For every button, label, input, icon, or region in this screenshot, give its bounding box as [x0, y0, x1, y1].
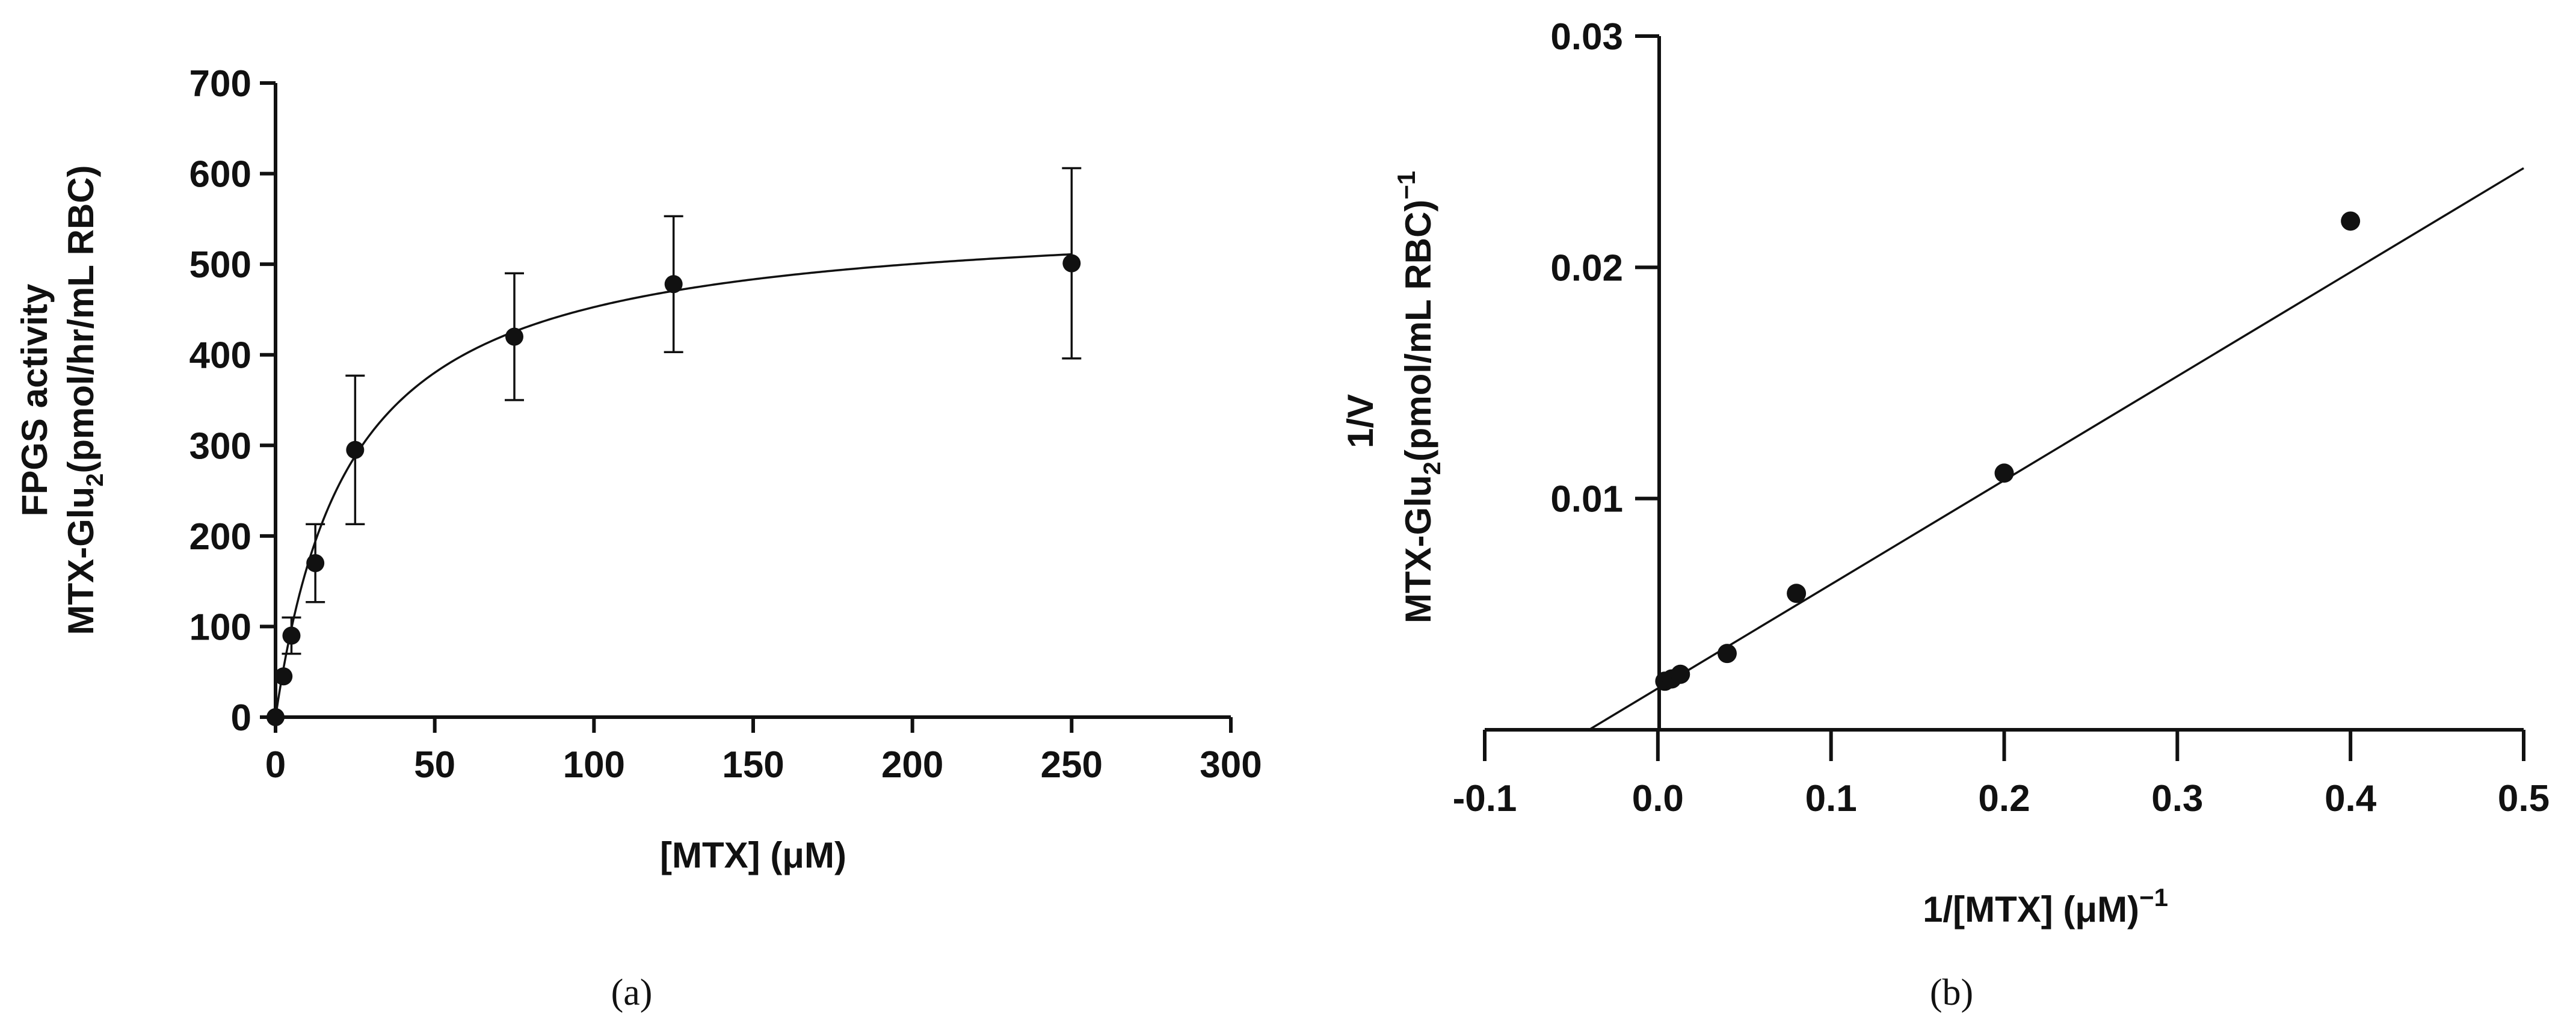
- panel-b-y-tick-label: 0.01: [1550, 479, 1623, 520]
- panel-b-xlabel-text: 1/[MTX] (μM): [1923, 889, 2139, 930]
- panel-a-y-tick-label: 600: [190, 154, 251, 196]
- panel-b-data-point: [2341, 211, 2361, 231]
- panel-a-data-point: [282, 626, 301, 645]
- panel-a-x-tick-label: 250: [1041, 744, 1103, 786]
- panel-a-y-tick-label: 500: [190, 244, 251, 286]
- panel-b-ylabel-compound: MTX-Glu: [1398, 475, 1438, 624]
- panel-a-caption: (a): [611, 972, 653, 1013]
- panel-b-x-tick-label: 0.1: [1805, 778, 1857, 819]
- panel-a-y-tick-label: 400: [190, 335, 251, 377]
- panel-a-data-point: [274, 667, 293, 686]
- panel-a-ylabel-line2: MTX-Glu2(pmol/hr/mL RBC): [61, 165, 108, 635]
- panel-b-x-tick-label: 0.4: [2325, 778, 2377, 819]
- panel-a-ylabel-line1: FPGS activity: [14, 283, 55, 516]
- panel-a-y-tick-label: 0: [231, 697, 251, 739]
- panel-a-chart: 0 50 100 150 200 250 300 0 100 200 300 400 500 600 700…: [14, 63, 1262, 1013]
- panel-a-y-tick-label: 700: [190, 63, 251, 105]
- panel-b-xlabel-superscript: −1: [2139, 883, 2168, 911]
- panel-a-x-tick-label: 50: [414, 744, 455, 786]
- panel-a-ylabel-compound: MTX-Glu: [61, 487, 101, 635]
- panel-b-ylabel-line2: MTX-Glu2(pmol/mL RBC)−1: [1392, 171, 1446, 623]
- panel-a-ylabel-subscript: 2: [82, 473, 108, 487]
- panel-a-x-tick-label: 100: [563, 744, 625, 786]
- panel-a-y-tick-label: 300: [190, 425, 251, 467]
- panel-b-xlabel: 1/[MTX] (μM)−1: [1923, 883, 2168, 930]
- panel-b-ylabel-subscript: 2: [1419, 461, 1446, 475]
- panel-a-x-tick-label: 300: [1200, 744, 1262, 786]
- panel-b-y-tick-label: 0.02: [1550, 247, 1623, 289]
- panel-b-x-tick-label: 0.2: [1978, 778, 2030, 819]
- panel-b-data-point: [1717, 644, 1737, 664]
- panel-b-chart: -0.1 0.0 0.1 0.2 0.3 0.4 0.5 0.01 0.02 0.03 1/V M…: [1340, 16, 2550, 1013]
- panel-a-x-tick-label: 200: [881, 744, 943, 786]
- panel-b-regression-line: [1588, 167, 2524, 731]
- panel-b-caption: (b): [1930, 972, 1973, 1013]
- panel-a-data-point: [664, 275, 683, 294]
- panel-a-data-point: [267, 708, 285, 726]
- panel-b-x-tick-label: 0.3: [2151, 778, 2203, 819]
- panel-b-ylabel-units: (pmol/mL RBC): [1398, 200, 1438, 462]
- panel-a-x-tick-label: 150: [722, 744, 784, 786]
- panel-a-data-point: [346, 440, 365, 459]
- panel-a-y-tick-label: 200: [190, 516, 251, 558]
- panel-b-ylabel-superscript: −1: [1392, 171, 1420, 200]
- panel-a-data-point: [1062, 254, 1081, 273]
- panel-b-data-point: [1787, 584, 1807, 603]
- panel-b-x-tick-label: 0.5: [2498, 778, 2550, 819]
- panel-a-xlabel: [MTX] (μM): [660, 835, 846, 875]
- panel-b-x-tick-label: -0.1: [1453, 778, 1517, 819]
- panel-a-ylabel-units: (pmol/hr/mL RBC): [61, 165, 101, 473]
- panel-b-ylabel-line1: 1/V: [1340, 394, 1381, 448]
- panel-b-x-tick-label: 0.0: [1632, 778, 1684, 819]
- panel-a-data-point: [505, 327, 523, 346]
- panel-b-data-point: [1671, 664, 1690, 684]
- panel-a-y-tick-label: 100: [190, 606, 251, 648]
- panel-b-data-point: [1994, 463, 2014, 483]
- panel-b-y-tick-label: 0.03: [1550, 16, 1623, 58]
- panel-a-x-tick-label: 0: [265, 744, 286, 786]
- panel-a-data-point: [306, 554, 325, 573]
